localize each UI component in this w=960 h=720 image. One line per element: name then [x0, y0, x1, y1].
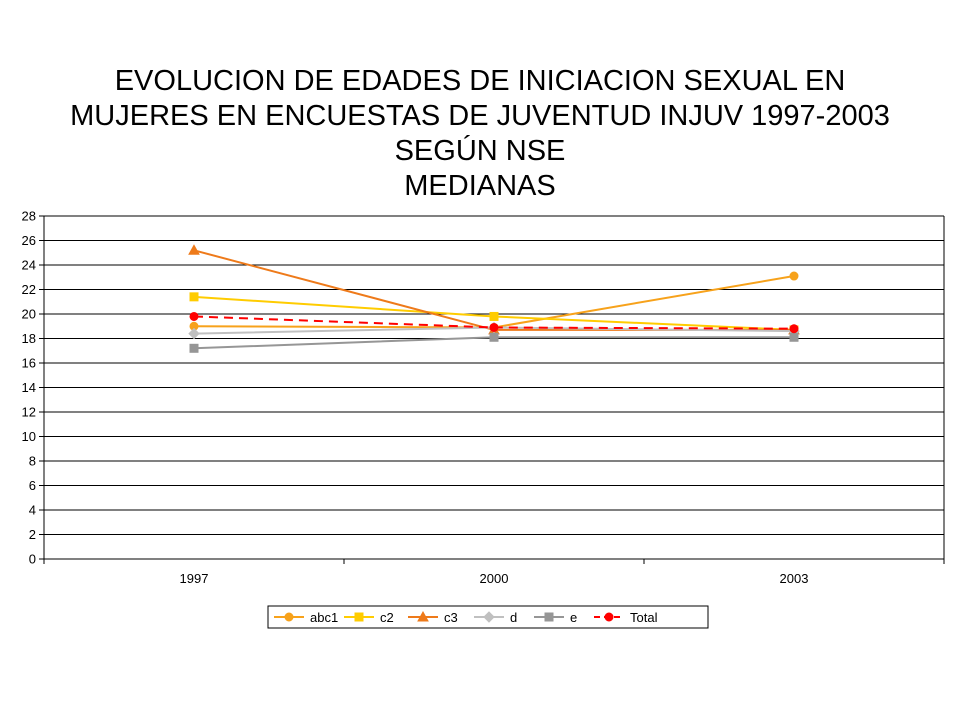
x-tick-label: 2000: [480, 571, 509, 586]
legend-label: d: [510, 610, 517, 625]
legend-item-c2: c2: [344, 610, 394, 625]
data-point: [188, 327, 200, 340]
legend-marker: [284, 612, 294, 622]
y-tick-label: 26: [22, 233, 36, 248]
y-tick-label: 0: [29, 552, 36, 567]
x-tick-label: 1997: [180, 571, 209, 586]
data-point: [189, 292, 199, 302]
chart-title-line-1: EVOLUCION DE EDADES DE INICIACION SEXUAL…: [114, 65, 846, 97]
chart-title-line-3: SEGÚN NSE: [394, 135, 566, 167]
y-tick-label: 6: [29, 478, 36, 493]
y-tick-label: 14: [22, 380, 36, 395]
legend-item-e: e: [534, 610, 577, 625]
legend-item-c3: c3: [408, 610, 458, 625]
y-tick-label: 12: [22, 405, 36, 420]
y-tick-label: 10: [22, 429, 36, 444]
y-tick-label: 16: [22, 356, 36, 371]
chart-title-line-4: MEDIANAS: [404, 170, 556, 202]
data-point: [189, 311, 199, 321]
data-point: [489, 332, 499, 342]
legend-label: c3: [444, 610, 458, 625]
data-point: [789, 324, 799, 334]
series-e: [189, 332, 799, 353]
x-tick-label: 2003: [780, 571, 809, 586]
data-point: [489, 311, 499, 321]
legend-item-d: d: [474, 610, 517, 625]
legend-label: e: [570, 610, 577, 625]
y-tick-label: 2: [29, 527, 36, 542]
data-point: [188, 244, 200, 255]
y-tick-label: 22: [22, 282, 36, 297]
legend-item-abc1: abc1: [274, 610, 338, 625]
legend-label: Total: [630, 610, 658, 625]
legend-item-total: Total: [594, 610, 658, 625]
y-tick-label: 20: [22, 307, 36, 322]
legend-label: c2: [380, 610, 394, 625]
data-point: [789, 332, 799, 342]
y-tick-label: 18: [22, 331, 36, 346]
legend-marker: [354, 612, 364, 622]
legend-marker: [544, 612, 554, 622]
y-tick-label: 28: [22, 209, 36, 224]
y-tick-label: 4: [29, 503, 36, 518]
data-point: [489, 322, 499, 332]
legend: abc1 c2 c3 d e Total: [267, 605, 709, 629]
legend-marker: [417, 610, 429, 622]
y-tick-label: 8: [29, 454, 36, 469]
legend-marker: [483, 611, 495, 623]
legend-label: abc1: [310, 610, 338, 625]
chart-title-line-2: MUJERES EN ENCUESTAS DE JUVENTUD INJUV 1…: [70, 100, 890, 132]
y-tick-label: 24: [22, 258, 36, 273]
data-point: [789, 271, 799, 281]
data-point: [189, 343, 199, 353]
legend-marker: [604, 612, 614, 622]
chart-title: EVOLUCION DE EDADES DE INICIACION SEXUAL…: [0, 64, 960, 204]
series-total: [189, 311, 799, 334]
